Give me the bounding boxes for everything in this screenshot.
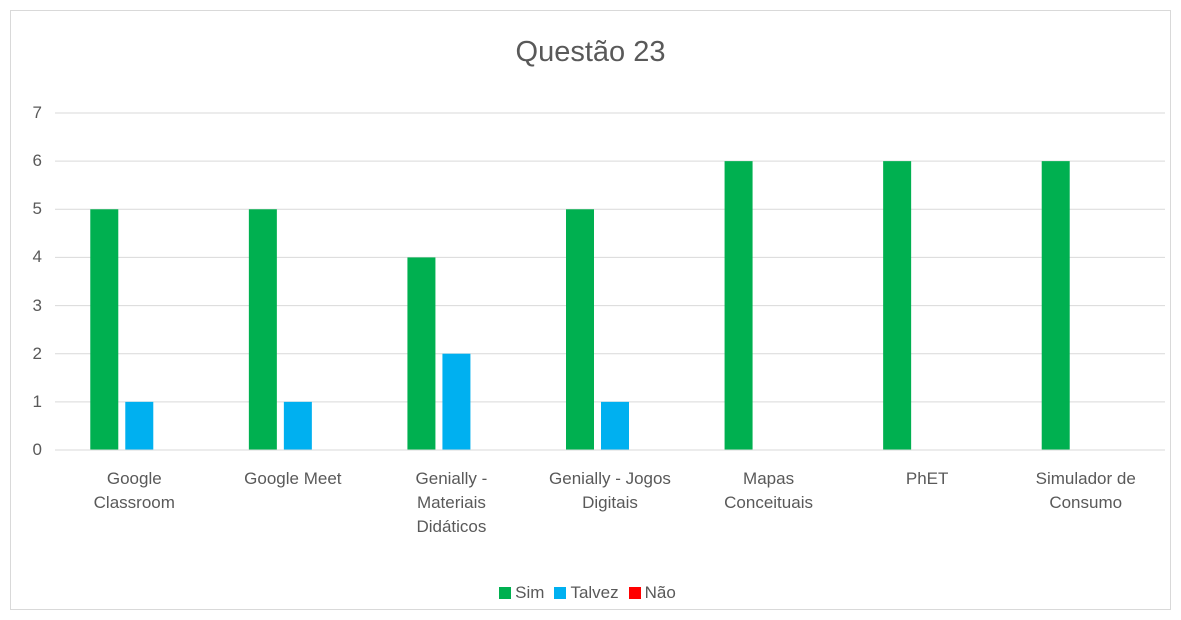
x-tick-label: Google Meet [244,469,342,488]
bar [724,161,753,450]
y-tick-label: 3 [32,295,42,315]
y-tick-label: 5 [32,199,42,219]
y-tick-label: 7 [32,103,42,122]
x-tick-label: Mapas Conceituais [724,469,813,512]
bar [125,401,154,450]
legend-label: Sim [515,583,545,602]
bar [1041,161,1070,450]
legend-label: Talvez [570,583,619,602]
legend: Sim Talvez Não [0,581,1181,605]
bar [883,161,912,450]
legend-item: Sim [499,581,544,605]
legend-item: Talvez [554,581,619,605]
bar [601,401,629,450]
bar [407,257,436,450]
chart-title: Questão 23 [515,36,666,68]
bar [566,209,594,450]
x-tick-label: Genially - Materiais Didáticos [415,469,488,536]
bar [248,209,277,450]
y-tick-label: 6 [32,151,42,171]
y-tick-label: 0 [32,440,42,459]
y-tick-label: 4 [32,247,42,267]
x-tick-label: Google Classroom [93,469,175,512]
legend-swatch [628,587,641,599]
bar [283,401,312,450]
legend-swatch [499,587,512,599]
x-tick-label: Simulador de Consumo [1035,469,1136,512]
legend-label: Não [644,583,676,602]
legend-swatch [554,587,567,599]
y-tick-label: 2 [32,343,42,363]
x-tick-label: PhET [905,469,949,488]
x-tick-label: Genially - Jogos Digitais [549,469,671,512]
legend-item: Não [628,581,676,605]
y-tick-label: 1 [32,391,42,411]
bar [442,353,471,450]
bar [90,209,119,450]
